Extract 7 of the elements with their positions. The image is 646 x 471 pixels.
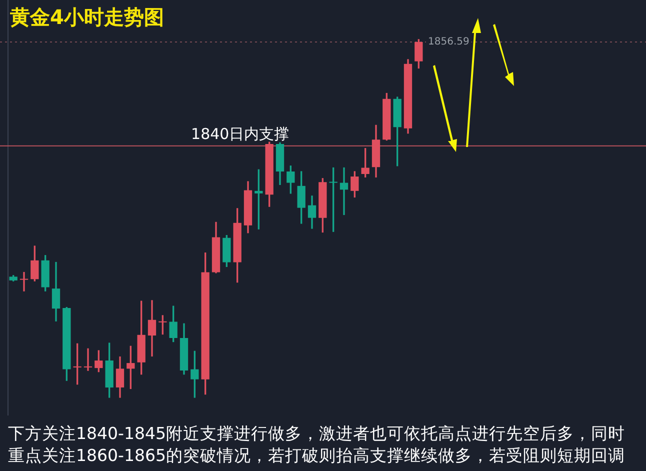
- candlestick: [20, 272, 28, 292]
- candlestick: [84, 348, 92, 371]
- ref-line-label: 1840日内支撑: [191, 125, 290, 144]
- candlestick: [340, 167, 348, 216]
- chart-title: 黄金4小时走势图: [10, 4, 164, 31]
- text: 下方关注1840-1845附近支撑进行做多，激进者也可依托高点进行先空后多，同时重点关注1860-1865的突破情况，若打破则抬高支撑继续做多，若受阻则短期回调: [8, 423, 626, 467]
- ref-line-label: 1856.59: [428, 36, 470, 48]
